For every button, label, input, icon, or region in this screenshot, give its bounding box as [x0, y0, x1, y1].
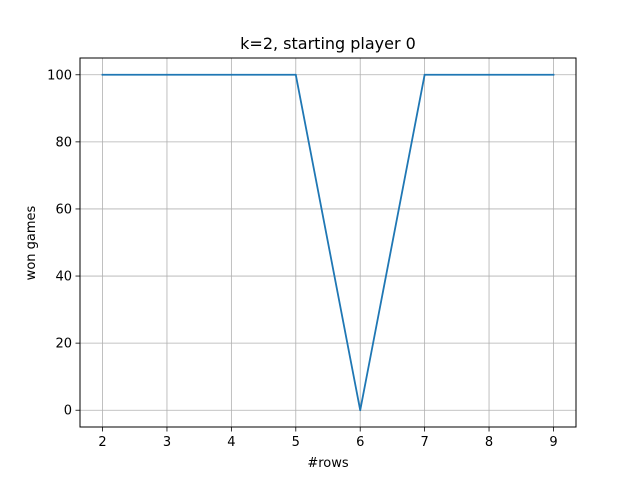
y-tick-label: 0 [64, 404, 72, 419]
data-point [166, 73, 168, 76]
x-tick-label: 3 [163, 435, 171, 450]
plot-area-frame [79, 57, 577, 428]
y-tick-label: 80 [55, 135, 72, 150]
x-tick-label: 8 [485, 435, 493, 450]
x-tick-label: 2 [98, 435, 106, 450]
x-tick-label: 9 [549, 435, 557, 450]
x-axis-label: #rows [307, 456, 349, 471]
data-point [423, 73, 426, 76]
y-tick-label: 40 [55, 270, 72, 285]
axis-ticks: 2 3 4 5 6 7 8 9 0 20 40 60 80 100 [47, 68, 557, 450]
x-tick-label: 7 [420, 435, 428, 450]
x-tick-label: 4 [227, 435, 235, 450]
data-point [294, 73, 297, 76]
y-axis-label: won games [24, 205, 39, 280]
y-tick-label: 100 [47, 68, 72, 83]
x-tick-label: 5 [292, 435, 300, 450]
series-lines [101, 73, 555, 412]
y-tick-label: 20 [55, 337, 72, 352]
data-point [230, 73, 233, 76]
data-point [488, 73, 490, 76]
data-point [359, 409, 362, 412]
data-point [101, 73, 104, 76]
data-point [552, 73, 555, 76]
chart-title: k=2, starting player 0 [240, 34, 416, 53]
series-line [101, 73, 555, 412]
y-tick-label: 60 [55, 202, 72, 217]
x-tick-label: 6 [356, 435, 364, 450]
